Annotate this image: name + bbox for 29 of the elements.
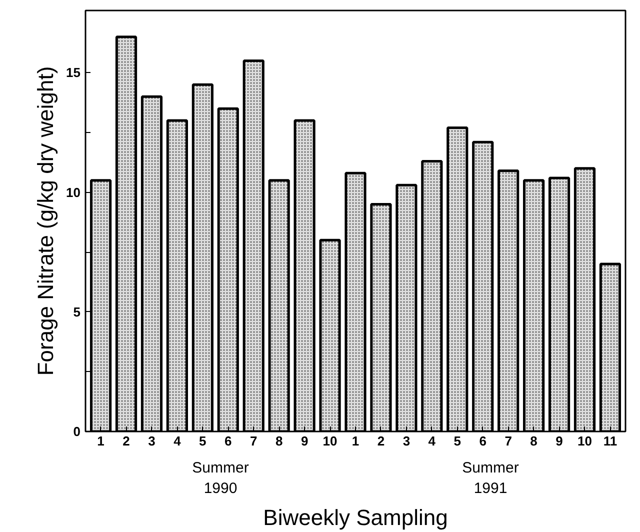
y-tick-label: 0 bbox=[73, 424, 81, 439]
x-tick-label: 6 bbox=[224, 434, 232, 448]
x-tick-label: 8 bbox=[530, 434, 538, 448]
x-tick-label: 3 bbox=[148, 434, 156, 448]
y-tick-label: 5 bbox=[73, 304, 81, 320]
x-tick-label: 11 bbox=[603, 434, 618, 448]
x-tick-label: 10 bbox=[578, 434, 592, 448]
x-tick-label: 9 bbox=[556, 434, 563, 448]
x-tick-label: 4 bbox=[174, 434, 182, 448]
x-tick-label: 6 bbox=[479, 434, 486, 448]
x-tick-label: 2 bbox=[377, 434, 385, 448]
x-tick-label: 5 bbox=[454, 434, 462, 448]
x-tick-label: 9 bbox=[300, 434, 308, 448]
x-tick-label: 2 bbox=[122, 434, 130, 448]
x-tick-label: 7 bbox=[250, 434, 258, 448]
x-tick-label: 8 bbox=[275, 434, 283, 448]
x-tick-label: 3 bbox=[402, 434, 410, 448]
x-tick-label: 5 bbox=[199, 434, 206, 448]
x-axis-title: Biweekly Sampling bbox=[263, 504, 448, 530]
text: Summer 1990 bbox=[192, 460, 249, 497]
x-tick-label: 4 bbox=[428, 434, 436, 448]
x-tick-label: 7 bbox=[504, 434, 512, 448]
x-tick-label: 1 bbox=[352, 434, 360, 448]
y-axis-title: Forage Nitrate (g/kg dry weight) bbox=[33, 66, 58, 376]
x-tick-label: 10 bbox=[322, 434, 338, 448]
text: Summer 1991 bbox=[462, 460, 519, 497]
x-tick-label: 1 bbox=[97, 434, 104, 448]
y-tick-label: 10 bbox=[66, 184, 81, 200]
y-tick-label: 15 bbox=[66, 65, 81, 80]
